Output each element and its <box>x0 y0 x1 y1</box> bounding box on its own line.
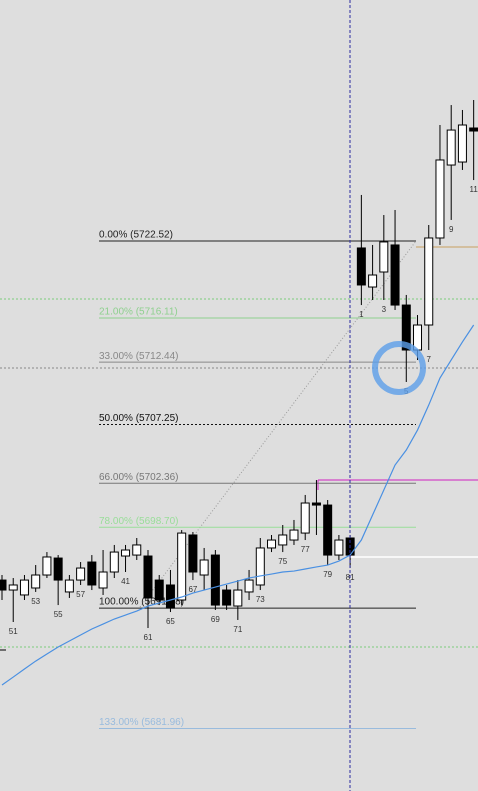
fib-label: 66.00% (5702.36) <box>99 472 179 483</box>
fib-label: 21.00% (5716.11) <box>99 307 178 318</box>
bar-number: 79 <box>323 570 332 579</box>
candle-body <box>323 504 333 556</box>
candle-body <box>177 532 187 601</box>
bar-number: 65 <box>166 617 175 626</box>
candle-body <box>356 247 366 286</box>
candle-body <box>76 567 86 581</box>
bar-number: 51 <box>9 627 18 636</box>
candle-body <box>278 534 288 546</box>
candle-body <box>98 571 108 589</box>
plot: 0.00% (5722.52) 21.00% (5716.11) 33.00% (5… <box>0 100 478 729</box>
bar-number: 57 <box>76 590 85 599</box>
candle-body <box>300 502 310 534</box>
candle-body <box>210 554 220 606</box>
candle-body <box>457 124 467 163</box>
bar-number: 61 <box>144 633 153 642</box>
bar-number: 67 <box>188 585 197 594</box>
candle-body <box>19 579 29 596</box>
candle-body <box>188 534 198 573</box>
bar-number: 69 <box>211 615 220 624</box>
candle-body <box>368 274 378 288</box>
candle-body <box>222 589 232 606</box>
bar-number: 1 <box>359 310 364 319</box>
bar-number: 41 <box>121 577 130 586</box>
candle-body <box>165 584 175 609</box>
candle-body <box>311 502 321 506</box>
highlight-circle <box>372 341 426 395</box>
candle-body <box>109 551 119 573</box>
fib-label: 50.00% (5707.25) <box>99 413 179 424</box>
bar-number: 77 <box>301 545 310 554</box>
candle-body <box>132 544 142 556</box>
bar-number: 53 <box>31 597 40 606</box>
candle-body <box>143 555 153 599</box>
candle-body <box>154 579 164 601</box>
candle-body <box>87 561 97 586</box>
candle-body <box>255 547 265 586</box>
candle-body <box>379 241 389 273</box>
fib-label: 33.00% (5712.44) <box>99 351 179 362</box>
bar-number: 73 <box>256 595 265 604</box>
candle-body <box>199 559 209 576</box>
candle-body <box>446 129 456 166</box>
candle-body <box>42 556 52 576</box>
candle-body <box>469 127 478 132</box>
candle-body <box>390 244 400 306</box>
candle-body <box>233 589 243 607</box>
candle-body <box>31 574 41 589</box>
bar-number: 75 <box>278 557 287 566</box>
candle-body <box>121 549 131 557</box>
bar-number: 55 <box>54 610 63 619</box>
bar-number: 9 <box>449 225 454 234</box>
candle-body <box>334 539 344 556</box>
candle-body <box>267 539 277 549</box>
bar-number: 71 <box>233 625 242 634</box>
candle-body <box>289 529 299 541</box>
bar-number: 7 <box>427 355 432 364</box>
bar-number: 3 <box>382 305 387 314</box>
candle-body <box>244 579 254 593</box>
bar-number: 11 <box>470 185 478 194</box>
fib-label: 0.00% (5722.52) <box>99 230 173 241</box>
candle-body <box>64 579 74 593</box>
fib-label: 78.00% (5698.70) <box>99 516 179 527</box>
candle-body <box>401 304 411 351</box>
candle-body <box>435 159 445 239</box>
candle-body <box>53 557 63 581</box>
candle-body <box>0 579 7 591</box>
moving-average <box>1 324 475 686</box>
candle-body <box>8 584 18 591</box>
candle-body <box>424 237 434 326</box>
fib-label: 100.00% (5691.98) <box>99 597 184 608</box>
fib-label: 133.00% (5681.96) <box>99 717 184 728</box>
